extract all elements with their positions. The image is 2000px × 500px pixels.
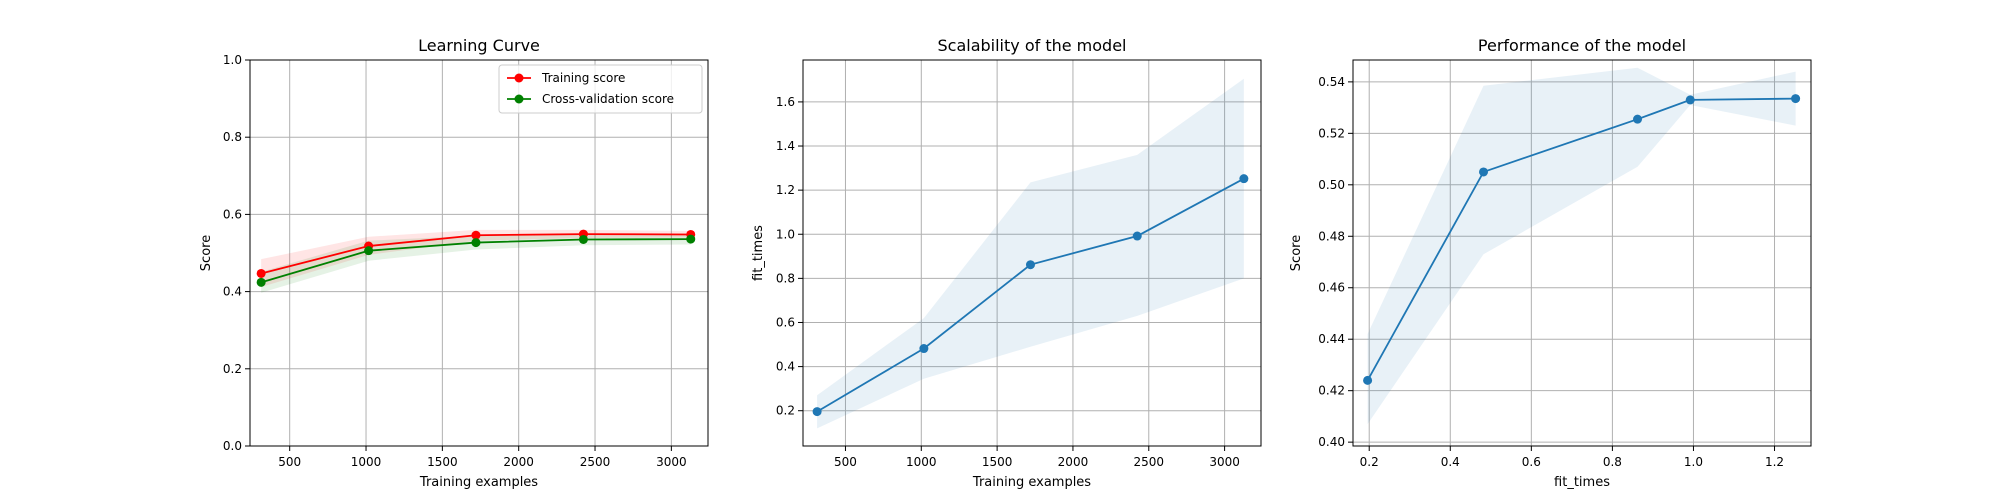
scalability-ytick-label: 0.8 (776, 271, 795, 285)
learning-curve-ytick-label: 0.2 (223, 362, 242, 376)
scalability-bands (817, 78, 1244, 429)
learning-curve-panel: 500 1000 1500 2000 2500 3000 0.0 0.2 0.4 0.6 0.8 1… (199, 36, 709, 490)
performance-frame (1352, 59, 1812, 447)
performance-ytick-label: 0.48 (1318, 229, 1345, 243)
performance-ylabel: Score (1289, 235, 1304, 271)
scalability-ytick-label: 1.2 (776, 183, 795, 197)
learning-curve-ytick-label: 0.6 (223, 207, 242, 221)
performance-ytick-label: 0.42 (1318, 384, 1345, 398)
performance-title: Performance of the model (1478, 36, 1686, 55)
scalability-series-0-point (919, 344, 929, 354)
performance-xtick-label: 0.4 (1441, 455, 1460, 469)
scalability-ytick-label: 0.2 (776, 404, 795, 418)
scalability-xlabel: Training examples (972, 475, 1091, 490)
performance-panel: 0.2 0.4 0.6 0.8 1.0 1.2 0.400.420.440.460.480… (1289, 36, 1812, 490)
performance-bands (1367, 67, 1796, 425)
performance-series-0-point (1633, 114, 1643, 124)
learning-curve-series-1-point (256, 277, 266, 287)
learning-curve-series-1-point (686, 234, 696, 244)
scalability-xtick-label: 1500 (982, 455, 1013, 469)
scalability-frame (802, 59, 1262, 447)
learning-curve-ylabel: Score (199, 235, 214, 271)
performance-xtick-label: 0.8 (1603, 455, 1622, 469)
learning-curve-series-1-point (364, 246, 374, 256)
learning-curve-xtick-label: 2500 (580, 455, 611, 469)
performance-series-0-point (1791, 94, 1801, 104)
learning-curve-ytick-label: 0.8 (223, 130, 242, 144)
scalability-ylabel: fit_times (751, 225, 766, 281)
scalability-xtick-label: 2500 (1134, 455, 1165, 469)
performance-series-0-point (1685, 95, 1695, 105)
scalability-series-0-point (1239, 174, 1249, 184)
scalability-xtick-label: 2000 (1058, 455, 1089, 469)
scalability-xtick-label: 3000 (1209, 455, 1240, 469)
learning-curve-legend: Training score Cross-validation score (498, 64, 703, 114)
scalability-xtick-label: 1000 (906, 455, 937, 469)
performance-xlabel: fit_times (1554, 475, 1610, 490)
performance-series-0-band (1367, 67, 1796, 425)
scalability-ytick-label: 1.0 (776, 227, 795, 241)
learning-curve-series-0-point (471, 230, 481, 240)
learning-curve-yticks: 0.0 0.2 0.4 0.6 0.8 1.0 (223, 53, 250, 453)
performance-points (1363, 94, 1801, 385)
learning-curve-ytick-label: 1.0 (223, 53, 242, 67)
scalability-series-0-band (817, 78, 1244, 429)
learning-curve-xtick-label: 1500 (427, 455, 458, 469)
performance-xtick-label: 0.2 (1360, 455, 1379, 469)
legend-cv-label: Cross-validation score (542, 92, 674, 106)
performance-ytick-label: 0.52 (1318, 126, 1345, 140)
scalability-series-0-point (1132, 231, 1142, 241)
performance-ytick-label: 0.40 (1318, 435, 1345, 449)
scalability-grid (803, 60, 1261, 446)
scalability-ytick-label: 1.6 (776, 95, 795, 109)
scalability-ytick-label: 0.4 (776, 360, 795, 374)
learning-curve-ytick-label: 0.4 (223, 285, 242, 299)
learning-curve-series-1-point (578, 234, 588, 244)
performance-yticks: 0.40 0.42 0.44 0.46 0.48 0.50 0.52 0.54 (1318, 75, 1353, 449)
legend-box (498, 64, 703, 114)
legend-training-label: Training score (541, 71, 625, 85)
performance-series-0-point (1363, 375, 1373, 385)
performance-series-0-point (1479, 167, 1489, 177)
learning-curve-points (256, 229, 696, 287)
learning-curve-title: Learning Curve (418, 36, 540, 55)
learning-curve-xtick-label: 2000 (503, 455, 534, 469)
learning-curve-xtick-label: 1000 (351, 455, 382, 469)
scalability-yticks: 0.2 0.4 0.6 0.8 1.0 1.2 1.4 1.6 (776, 95, 803, 418)
performance-ytick-label: 0.54 (1318, 75, 1345, 89)
learning-curve-ytick-label: 0.0 (223, 439, 242, 453)
learning-curve-xlabel: Training examples (419, 475, 538, 490)
learning-curve-xtick-label: 3000 (656, 455, 687, 469)
legend-training-marker (514, 73, 524, 83)
scalability-title: Scalability of the model (938, 36, 1127, 55)
performance-ytick-label: 0.46 (1318, 281, 1345, 295)
performance-xtick-label: 0.6 (1522, 455, 1541, 469)
learning-curve-xtick-label: 500 (278, 455, 301, 469)
performance-xtick-label: 1.2 (1765, 455, 1784, 469)
scalability-xtick-label: 500 (834, 455, 857, 469)
performance-ytick-label: 0.50 (1318, 178, 1345, 192)
scalability-ytick-label: 1.4 (776, 139, 795, 153)
scalability-xticks: 500 1000 1500 2000 2500 3000 (834, 446, 1240, 469)
performance-xtick-label: 1.0 (1684, 455, 1703, 469)
scalability-ytick-label: 0.6 (776, 315, 795, 329)
learning-curve-series-0-point (256, 268, 266, 278)
scalability-series-0-point (812, 407, 822, 417)
performance-xticks: 0.2 0.4 0.6 0.8 1.0 1.2 (1360, 446, 1784, 469)
scalability-panel: 500 1000 1500 2000 2500 3000 0.2 0.4 0.6 0.8 1.0 1… (751, 36, 1262, 490)
learning-curve-series-1-point (471, 238, 481, 248)
performance-ytick-label: 0.44 (1318, 332, 1345, 346)
performance-grid (1353, 60, 1811, 446)
learning-curve-frame (249, 59, 709, 447)
legend-cv-marker (514, 94, 524, 104)
scalability-points (812, 174, 1249, 417)
learning-curve-xticks: 500 1000 1500 2000 2500 3000 (278, 446, 687, 469)
scalability-series-0-point (1025, 260, 1035, 270)
